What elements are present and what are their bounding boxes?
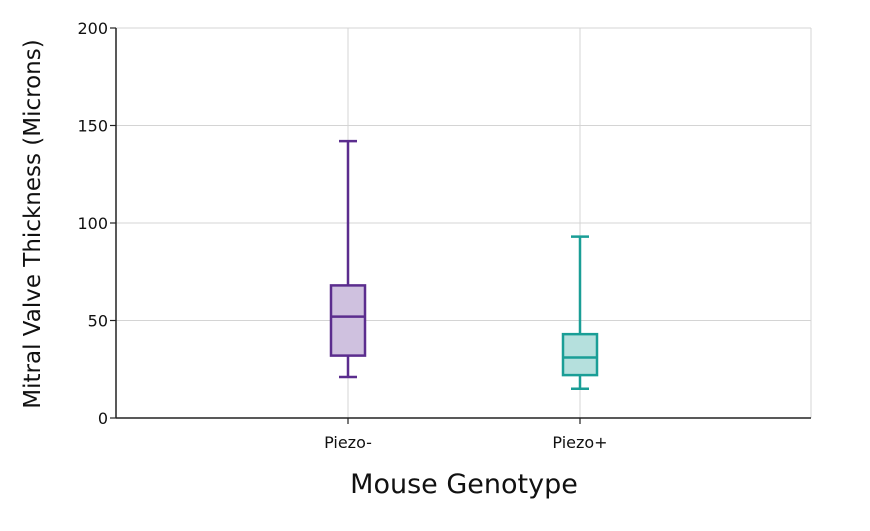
y-tick-label: 150 (77, 117, 108, 136)
y-tick-labels: 0 50 100 150 200 (77, 19, 108, 428)
y-tick-label: 200 (77, 19, 108, 38)
y-tick-label: 50 (88, 312, 108, 331)
x-axis-title: Mouse Genotype (350, 469, 578, 500)
y-tick-label: 0 (98, 409, 108, 428)
x-tick-label: Piezo- (324, 433, 372, 452)
y-axis-title: Mitral Valve Thickness (Microns) (20, 39, 46, 408)
box-series (329, 139, 599, 390)
iqr-box (561, 332, 599, 377)
x-tick-label: Piezo+ (552, 433, 607, 452)
axes (110, 27, 811, 424)
box-piezo- (561, 235, 599, 390)
x-tick-labels: Piezo- Piezo+ (324, 433, 608, 452)
box-piezo- (329, 139, 367, 379)
grid-lines (116, 27, 812, 418)
iqr-box (329, 284, 367, 357)
y-tick-label: 100 (77, 214, 108, 233)
